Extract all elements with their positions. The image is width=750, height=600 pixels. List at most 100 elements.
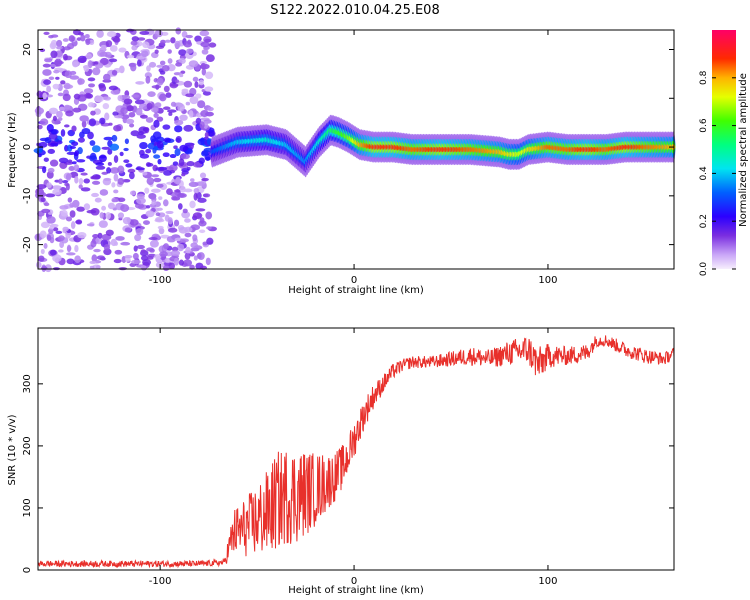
colorbar-label: Normalized spectral amplitude — [738, 73, 749, 227]
heatmap-cell — [65, 110, 74, 117]
heatmap-cell — [118, 47, 127, 53]
heatmap-cell — [194, 81, 199, 88]
heatmap-cell — [185, 101, 191, 106]
heatmap-cell — [102, 103, 110, 110]
heatmap-cell — [39, 230, 47, 239]
snr-panel: -100 0 100 0 100 200 300 Height of straight l… — [7, 327, 675, 596]
heatmap-cell — [200, 110, 209, 118]
heatmap-cell — [111, 69, 118, 76]
heatmap-cell — [183, 188, 193, 193]
heatmap-cell — [105, 211, 111, 220]
heatmap-cell — [92, 67, 101, 76]
heatmap-cell — [66, 151, 76, 155]
heatmap-cell — [94, 197, 102, 203]
heatmap-cell — [205, 211, 213, 220]
heatmap-cell — [125, 163, 133, 168]
heatmap-cell — [151, 188, 161, 193]
heatmap-cell — [120, 107, 128, 115]
heatmap-cell — [189, 96, 199, 105]
heatmap-cell — [111, 198, 119, 203]
bottom-y-tick-label: 0 — [22, 567, 33, 573]
heatmap-cell — [73, 164, 80, 172]
heatmap-cell — [139, 30, 150, 35]
heatmap-cell — [45, 193, 56, 198]
heatmap-cell — [87, 77, 96, 82]
heatmap-cell — [156, 77, 164, 86]
heatmap-cell — [80, 187, 91, 192]
heatmap-cell — [139, 153, 150, 159]
heatmap-cell — [62, 38, 69, 42]
heatmap-cell — [46, 234, 52, 242]
heatmap-cell — [52, 83, 60, 90]
heatmap-cell — [133, 245, 138, 252]
heatmap-cell — [148, 236, 158, 241]
heatmap-cell — [80, 34, 86, 42]
heatmap-cell — [43, 31, 50, 36]
heatmap-cell — [85, 53, 92, 60]
heatmap-cell — [192, 76, 199, 82]
heatmap-cell — [132, 252, 139, 260]
heatmap-cell — [72, 161, 77, 165]
heatmap-cell — [156, 64, 164, 68]
heatmap-cell — [171, 195, 178, 201]
heatmap-cell — [175, 27, 182, 35]
heatmap-cell — [203, 121, 209, 129]
heatmap-cell — [39, 137, 50, 142]
top-y-tick-label: 20 — [22, 43, 33, 56]
heatmap-cell — [53, 227, 59, 232]
heatmap-cell — [163, 137, 172, 143]
heatmap-cell — [123, 159, 130, 164]
heatmap-cell — [153, 112, 159, 118]
heatmap-cell — [58, 178, 63, 185]
heatmap-cell — [178, 49, 187, 56]
heatmap-cell — [153, 154, 161, 159]
top-x-tick-label: -100 — [149, 275, 172, 286]
heatmap-cell — [91, 145, 101, 153]
heatmap-cell — [144, 187, 150, 194]
heatmap-cell — [101, 171, 109, 175]
heatmap-cell — [154, 49, 159, 54]
heatmap-cell — [131, 94, 140, 98]
heatmap-cell — [91, 192, 99, 198]
heatmap-cell — [51, 185, 62, 190]
heatmap-cell — [104, 112, 110, 121]
heatmap-cell — [64, 70, 72, 79]
heatmap-cell — [76, 206, 85, 212]
heatmap-cell — [113, 155, 119, 163]
heatmap-cell — [156, 140, 164, 149]
heatmap-cell — [74, 150, 79, 157]
heatmap-cell — [130, 130, 140, 137]
heatmap-cell — [113, 189, 119, 194]
heatmap-cell — [124, 255, 133, 259]
heatmap-cell — [42, 166, 47, 174]
heatmap-cell — [166, 235, 177, 243]
heatmap-cell — [101, 205, 107, 211]
heatmap-cell — [201, 49, 209, 55]
heatmap-cell — [195, 117, 202, 125]
heatmap-cell — [87, 102, 95, 108]
heatmap-cell — [87, 68, 93, 74]
heatmap-cell — [44, 58, 53, 63]
heatmap-cell — [83, 88, 94, 94]
top-y-tick-label: 10 — [22, 92, 33, 105]
heatmap-cell — [136, 134, 146, 139]
heatmap-cell — [84, 34, 90, 39]
heatmap-cell — [101, 96, 111, 101]
heatmap-cell — [195, 93, 202, 99]
heatmap-cell — [77, 232, 87, 239]
heatmap-cell — [142, 171, 148, 176]
heatmap-cell — [199, 229, 206, 234]
heatmap-cell — [130, 63, 137, 72]
heatmap-cell — [167, 227, 178, 233]
heatmap-cell — [127, 168, 136, 174]
heatmap-cell — [146, 162, 154, 167]
colorbar: 0.0 0.2 0.4 0.6 0.8 Normalized spectral ampl… — [699, 30, 749, 276]
heatmap-cell — [200, 62, 207, 70]
top-x-tick-label: 0 — [351, 275, 357, 286]
heatmap-cell — [66, 252, 76, 256]
heatmap-cell — [99, 212, 105, 219]
heatmap-cell — [170, 37, 176, 44]
heatmap-cell — [154, 254, 162, 260]
heatmap-cell — [58, 117, 63, 121]
